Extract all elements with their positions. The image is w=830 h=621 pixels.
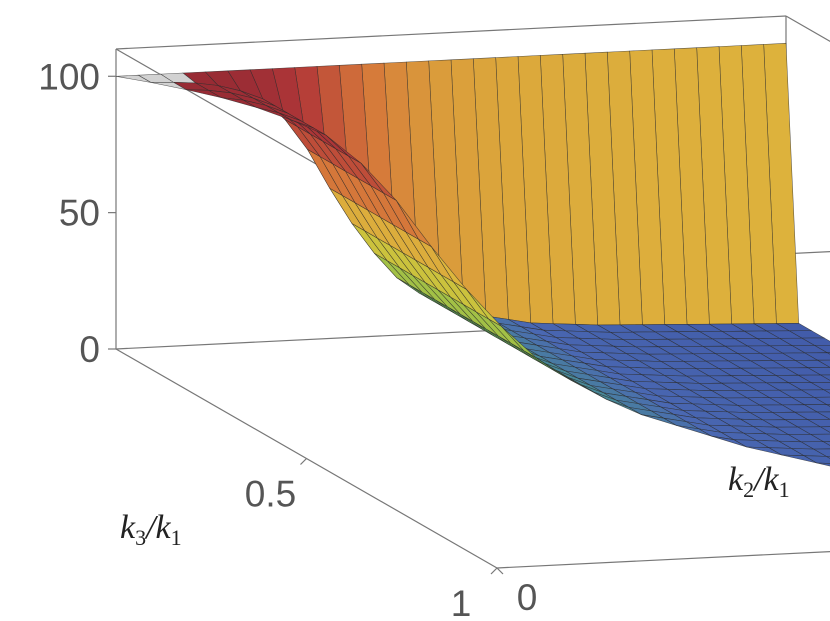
- y-tick-label: 0: [517, 577, 538, 618]
- surface-patch: [150, 82, 187, 90]
- surface-patch: [466, 289, 502, 327]
- surface-patch: [115, 74, 152, 83]
- surface-patch: [221, 97, 257, 108]
- surface-patch: [711, 435, 747, 448]
- surface-mesh: [115, 43, 830, 467]
- tick-mark: [490, 567, 498, 575]
- box-edge-top-back-left: [115, 15, 787, 50]
- x-axis-label: k3/k1: [120, 509, 182, 550]
- surface-patch: [746, 446, 782, 456]
- tick-mark: [496, 567, 504, 575]
- x-tick-label: 0.5: [245, 474, 296, 515]
- surface-patch: [676, 425, 712, 437]
- z-tick-label: 100: [38, 56, 100, 97]
- surface-patch: [781, 454, 817, 464]
- surface-patch: [571, 380, 607, 400]
- z-tick-label: 50: [59, 193, 100, 234]
- x-tick-label: 1: [451, 583, 472, 621]
- surface-patch: [641, 414, 677, 426]
- surface-patch: [501, 326, 537, 359]
- surface-patch: [186, 89, 222, 98]
- surface-patch: [536, 357, 572, 381]
- surface-patch: [360, 163, 397, 201]
- surface-patch: [606, 399, 642, 415]
- surface-patch: [396, 200, 432, 247]
- box-edge-bottom-front-right: [496, 550, 830, 569]
- surface-patch: [256, 107, 292, 121]
- surface-patch: [291, 119, 327, 136]
- y-axis-label: k2/k1: [728, 461, 790, 502]
- surface-patch: [431, 246, 467, 290]
- surface-patch: [816, 462, 830, 467]
- tick-mark: [300, 458, 307, 465]
- surface-patch: [326, 135, 362, 164]
- z-tick-label: 0: [79, 329, 100, 370]
